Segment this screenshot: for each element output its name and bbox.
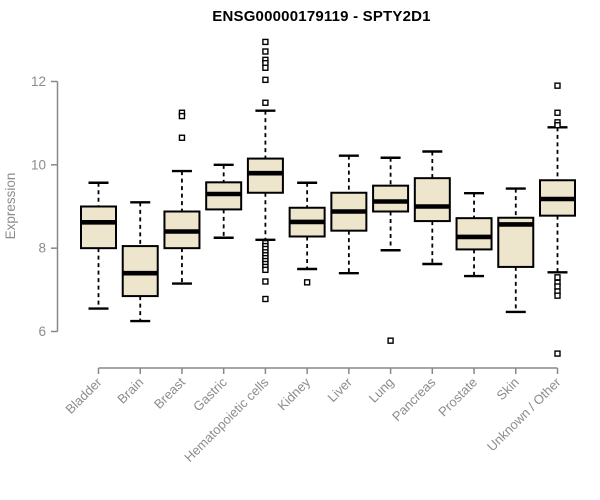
x-category-label-brain: Brain (114, 375, 146, 407)
boxplot-breast (163, 109, 201, 285)
x-category-label-liver: Liver (324, 374, 355, 405)
outlier-point (262, 295, 269, 303)
x-category-label-breast: Breast (151, 374, 188, 411)
iqr-box (455, 217, 493, 251)
boxplot-skin (497, 187, 535, 314)
outlier-point (262, 266, 269, 274)
boxplot-prostate (455, 191, 493, 278)
boxplot-unknown-other (538, 82, 576, 357)
x-category-label-gastric: Gastric (190, 374, 230, 414)
y-axis-title: Expression (3, 173, 18, 240)
boxplot-gastric (205, 163, 243, 239)
x-category-label-prostate: Prostate (435, 375, 480, 420)
iqr-box (372, 184, 410, 213)
outlier-point (262, 64, 269, 71)
y-tick-label: 12 (31, 74, 46, 89)
boxplot-brain (121, 201, 159, 323)
x-category-label-bladder: Bladder (62, 374, 105, 417)
outlier-point (554, 274, 561, 281)
outlier-point (262, 278, 269, 285)
iqr-box (246, 157, 284, 194)
outlier-point (387, 337, 394, 344)
outlier-point (262, 48, 269, 55)
outlier-point (303, 279, 311, 286)
outlier-point (554, 109, 561, 116)
outlier-point (554, 283, 561, 290)
outlier-point (554, 82, 561, 89)
iqr-box (413, 177, 451, 223)
outlier-point (262, 99, 269, 106)
outlier-point (262, 38, 269, 46)
x-category-label-pancreas: Pancreas (389, 374, 439, 424)
boxplot-bladder (80, 181, 117, 310)
y-axis: 6 8 10 12 Expression (3, 74, 59, 339)
x-category-label-lung: Lung (366, 375, 397, 406)
outlier-point (554, 292, 561, 299)
boxplot-kidney (288, 181, 326, 286)
x-category-label-kidney: Kidney (275, 374, 314, 413)
boxplot-lung (372, 156, 410, 344)
y-tick-label: 10 (31, 157, 46, 172)
outlier-point (554, 122, 561, 129)
boxplot-hematopoietic-cells (246, 38, 284, 303)
iqr-box (80, 205, 117, 250)
x-category-label-unknown-other: Unknown / Other (484, 374, 564, 454)
outlier-point (178, 134, 186, 141)
boxplot-liver (330, 154, 368, 275)
boxplot-pancreas (413, 150, 451, 266)
y-tick-label: 8 (38, 241, 46, 256)
y-tick-label: 6 (38, 324, 46, 339)
outlier-point (178, 112, 186, 120)
x-category-label-skin: Skin (493, 375, 521, 403)
chart-title: ENSG00000179119 - SPTY2D1 (212, 8, 431, 25)
outlier-point (554, 350, 561, 357)
outlier-point (262, 76, 269, 84)
